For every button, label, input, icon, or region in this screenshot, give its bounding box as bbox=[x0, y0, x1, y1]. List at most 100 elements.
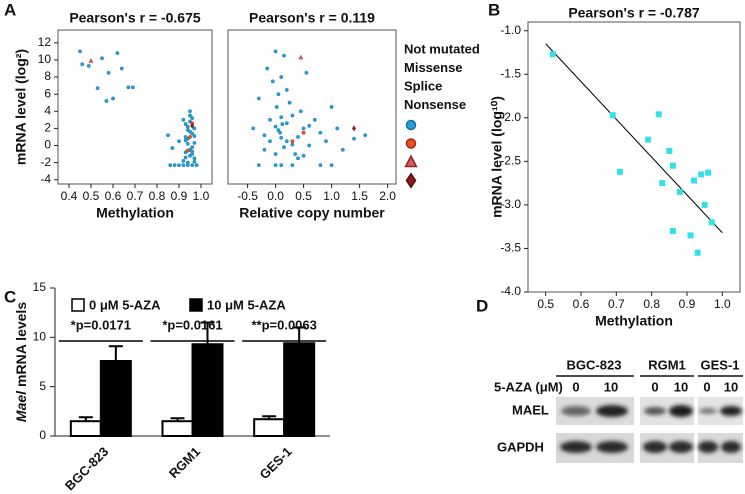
x-tick-label: RGM1 bbox=[166, 444, 203, 481]
x-tick-label: 0.9 bbox=[171, 189, 188, 203]
cell-line: GES-1 bbox=[700, 357, 739, 372]
point bbox=[262, 147, 267, 152]
point bbox=[190, 163, 195, 168]
band bbox=[596, 405, 628, 417]
point bbox=[95, 86, 100, 91]
point bbox=[265, 66, 270, 71]
point bbox=[659, 180, 666, 187]
point bbox=[669, 228, 676, 235]
panel-label: A bbox=[4, 0, 16, 19]
y-tick-label: -2.0 bbox=[500, 110, 521, 124]
x-tick-label: 1.0 bbox=[193, 189, 210, 203]
band bbox=[644, 407, 666, 415]
point bbox=[304, 70, 309, 75]
point bbox=[282, 145, 286, 150]
point bbox=[256, 163, 261, 168]
plot-frame bbox=[227, 29, 397, 185]
point bbox=[280, 122, 285, 127]
point bbox=[705, 169, 712, 176]
point bbox=[616, 168, 623, 175]
x-axis-title: Relative copy number bbox=[239, 205, 385, 221]
band bbox=[699, 408, 717, 414]
point bbox=[307, 143, 312, 148]
point bbox=[284, 87, 289, 92]
y-tick-label: -2 bbox=[40, 155, 51, 169]
y-tick-label: -1.5 bbox=[500, 66, 521, 80]
y-tick-label: 6 bbox=[44, 86, 51, 100]
point bbox=[190, 116, 195, 121]
point bbox=[188, 153, 192, 158]
chart-title: Pearson's r = -0.787 bbox=[568, 5, 700, 21]
point bbox=[181, 158, 186, 163]
x-tick-label: 2.0 bbox=[379, 189, 396, 203]
x-tick-label: 0.8 bbox=[643, 297, 660, 311]
band bbox=[643, 441, 667, 453]
point bbox=[290, 142, 295, 147]
y-tick-label: 0 bbox=[39, 428, 46, 442]
point bbox=[188, 109, 192, 114]
x-tick-label: 0.7 bbox=[608, 297, 625, 311]
bar bbox=[161, 420, 194, 438]
bar bbox=[253, 418, 286, 437]
legend-label: Not mutated bbox=[404, 41, 480, 56]
bar bbox=[283, 342, 316, 437]
point bbox=[279, 163, 284, 168]
point bbox=[273, 49, 278, 54]
panel-label: B bbox=[488, 0, 500, 19]
legend-label: Splice bbox=[404, 78, 442, 93]
x-tick-label: 0.5 bbox=[537, 297, 554, 311]
point bbox=[279, 115, 284, 120]
point bbox=[273, 163, 278, 168]
point bbox=[274, 105, 279, 109]
x-tick-label: GES-1 bbox=[257, 444, 295, 482]
y-axis-title: mRNA level (log¹⁰) bbox=[489, 96, 505, 218]
y-tick-label: 2 bbox=[44, 121, 51, 135]
x-tick-label: 0.4 bbox=[61, 189, 78, 203]
point bbox=[188, 129, 192, 134]
point bbox=[676, 188, 683, 195]
x-axis-title: Methylation bbox=[96, 205, 174, 221]
x-tick-label: 0.6 bbox=[573, 297, 590, 311]
point bbox=[669, 162, 676, 169]
point bbox=[329, 105, 334, 109]
cell-line: BGC-823 bbox=[567, 357, 622, 372]
point bbox=[324, 139, 328, 144]
dose: 10 bbox=[724, 379, 738, 394]
point bbox=[335, 126, 340, 131]
legend-marker bbox=[405, 138, 417, 149]
panel-label: C bbox=[4, 287, 16, 306]
x-tick-label: 0.5 bbox=[83, 189, 100, 203]
x-tick-label: 0.6 bbox=[105, 189, 122, 203]
point bbox=[183, 122, 188, 127]
dose: 0 bbox=[572, 379, 579, 394]
y-tick-label: -4.0 bbox=[500, 284, 521, 298]
point bbox=[166, 133, 170, 138]
point bbox=[188, 135, 192, 139]
x-tick-label: 0.5 bbox=[295, 189, 312, 203]
point bbox=[192, 134, 197, 138]
point bbox=[190, 145, 195, 150]
y-axis-title: Mael mRNA levels bbox=[13, 302, 29, 422]
chart-title: Pearson's r = -0.675 bbox=[69, 10, 201, 26]
point bbox=[687, 232, 694, 239]
legend-label: Nonsense bbox=[404, 97, 466, 112]
point bbox=[270, 79, 275, 84]
protein: MAEL bbox=[512, 402, 549, 417]
legend-marker bbox=[405, 172, 417, 189]
point bbox=[273, 152, 278, 156]
x-tick-label: 1.0 bbox=[714, 297, 731, 311]
x-tick-label: 0.8 bbox=[149, 189, 166, 203]
point bbox=[177, 163, 181, 168]
point bbox=[78, 49, 82, 54]
y-tick-label: -4 bbox=[40, 172, 51, 186]
y-axis-title-italic: Mael bbox=[13, 390, 29, 422]
point bbox=[645, 136, 652, 143]
point bbox=[279, 75, 284, 79]
point bbox=[549, 51, 556, 58]
point bbox=[284, 139, 289, 144]
point bbox=[276, 92, 281, 97]
western-blot: BGC-823 RGM1 GES-1 5-AZA (μM) 0 10 0 10 … bbox=[494, 357, 743, 463]
point bbox=[262, 133, 267, 138]
point bbox=[296, 156, 300, 161]
dose: 10 bbox=[604, 379, 618, 394]
